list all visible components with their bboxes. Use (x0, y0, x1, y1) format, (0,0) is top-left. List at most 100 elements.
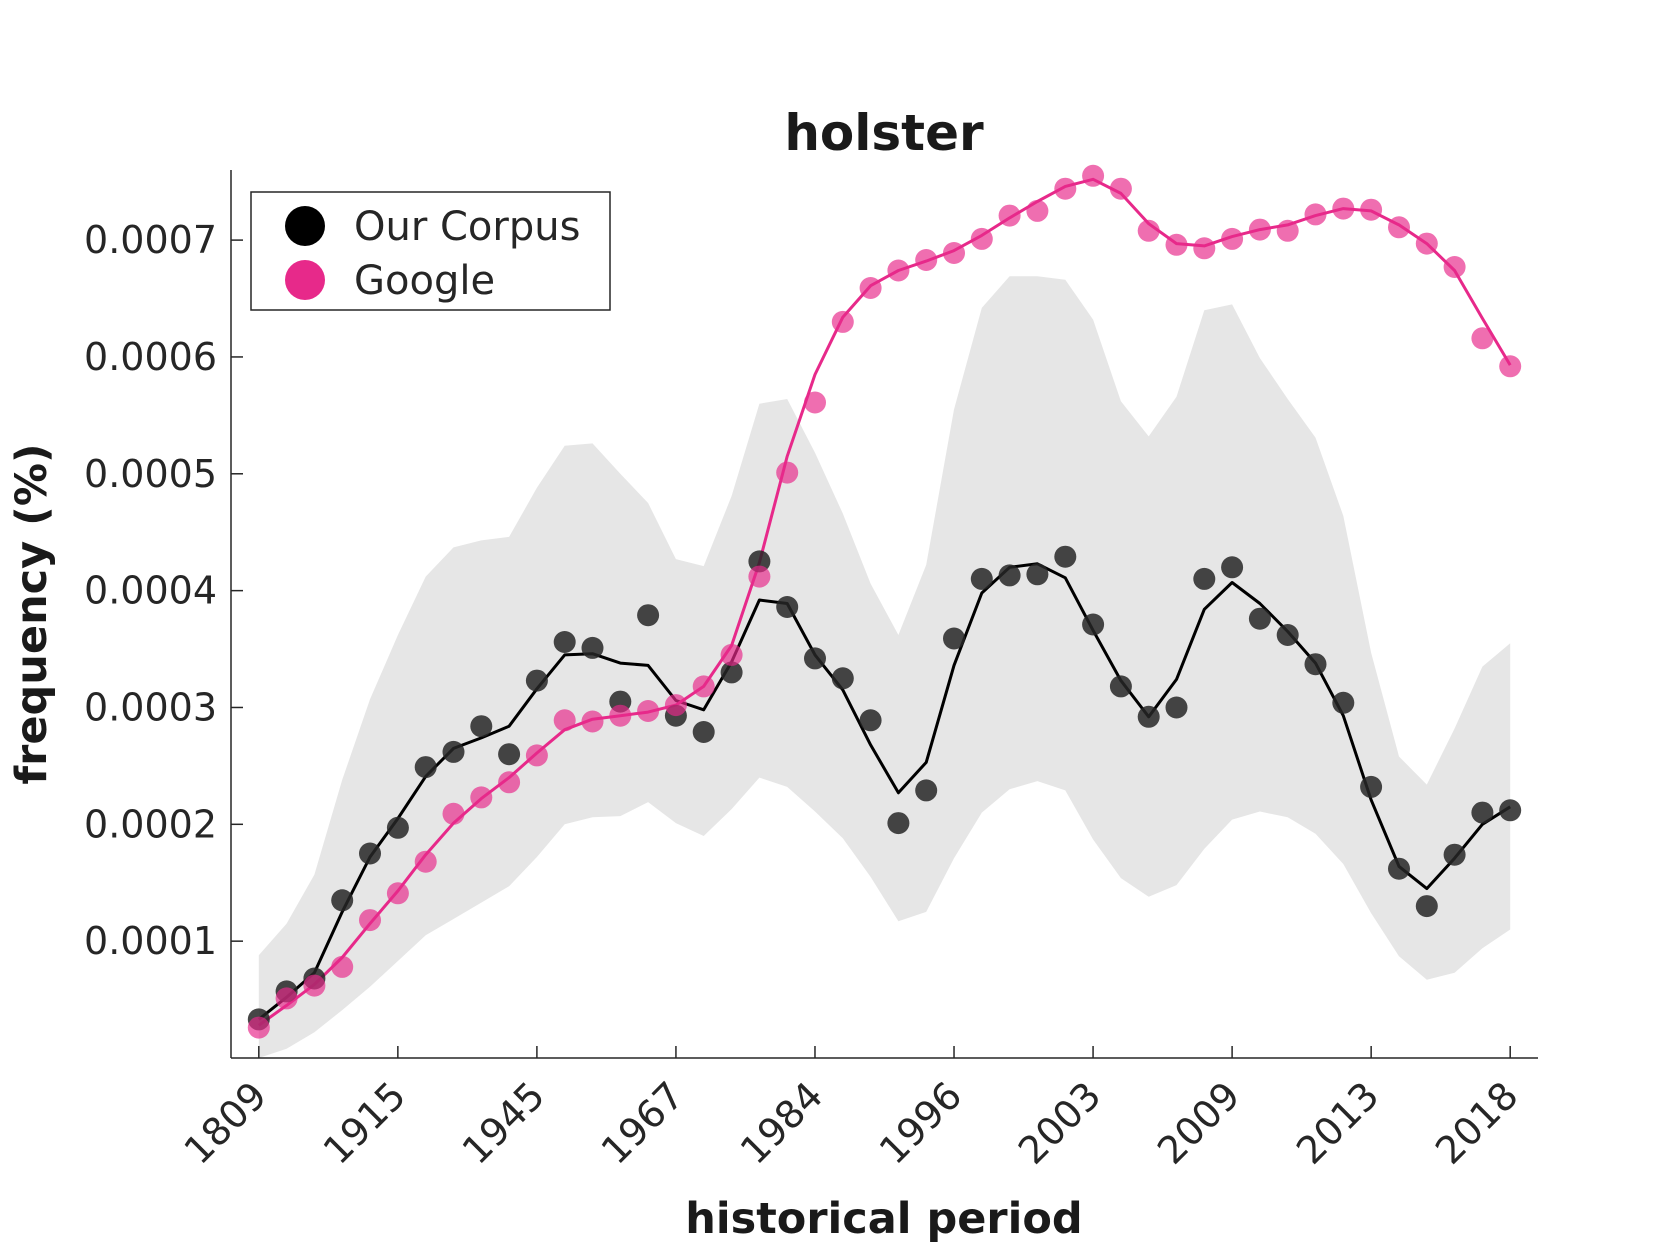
y-axis-title: frequency (%) (7, 443, 57, 784)
legend: Our Corpus Google (250, 191, 611, 311)
google-point (831, 310, 854, 333)
corpus-range-band (258, 276, 1511, 1058)
y-tick-label: 0.0001 (84, 919, 217, 963)
corpus-point (1221, 556, 1244, 579)
google-point (498, 771, 521, 794)
google-point (303, 974, 326, 997)
google-point (1304, 203, 1327, 226)
google-point (581, 710, 604, 733)
google-point (470, 786, 493, 809)
corpus-point (470, 715, 493, 738)
y-tick-label: 0.0002 (84, 802, 217, 846)
legend-label-corpus: Our Corpus (354, 204, 580, 250)
google-point (637, 700, 660, 722)
corpus-trend-line (257, 562, 1511, 1021)
legend-marker-google (285, 260, 325, 300)
google-point (1193, 237, 1216, 260)
google-point (525, 744, 548, 767)
corpus-point (998, 564, 1021, 587)
google-point (776, 461, 799, 484)
y-tick-label: 0.0005 (84, 452, 217, 496)
axes (230, 170, 1538, 1059)
range-band-area (258, 276, 1511, 1058)
y-tick-label: 0.0003 (84, 685, 217, 729)
corpus-point (1471, 801, 1494, 824)
corpus-point (720, 661, 743, 684)
corpus-point (859, 709, 882, 732)
google-point (1360, 198, 1383, 221)
corpus-point (1443, 843, 1466, 866)
google-point (998, 204, 1021, 227)
google-point (748, 565, 771, 588)
corpus-point (776, 596, 799, 618)
corpus-point (1054, 545, 1077, 568)
corpus-point (943, 627, 965, 650)
corpus-point (1360, 775, 1383, 798)
corpus-point (1165, 696, 1188, 719)
google-point (1443, 256, 1466, 278)
google-point (1471, 327, 1494, 350)
google-point (1388, 216, 1410, 239)
x-axis-title: historical period (685, 1194, 1082, 1244)
google-point (275, 987, 298, 1010)
google-point (943, 242, 965, 264)
google-point (247, 1016, 270, 1039)
corpus-point (748, 550, 771, 573)
google-point (1137, 219, 1160, 242)
google-point (1276, 219, 1299, 242)
corpus-point (970, 567, 993, 590)
google-point (1165, 233, 1188, 256)
trend-lines (257, 177, 1512, 1027)
corpus-point (1332, 691, 1355, 714)
corpus-point (887, 812, 910, 835)
corpus-point (1499, 799, 1522, 822)
corpus-point (553, 631, 576, 653)
google-point (1248, 218, 1271, 241)
google-point (609, 704, 632, 727)
google-point (386, 882, 409, 905)
google-point (720, 643, 743, 666)
google-point (331, 955, 354, 978)
chart-title: holster (784, 104, 984, 162)
google-point (442, 802, 465, 825)
corpus-point (831, 667, 854, 690)
google-point (970, 227, 993, 250)
corpus-point (359, 842, 381, 865)
google-trend-line (257, 177, 1512, 1027)
google-point (1054, 177, 1077, 200)
corpus-point (1137, 705, 1160, 728)
corpus-point (1193, 567, 1216, 590)
corpus-point (386, 816, 409, 839)
y-tick-label: 0.0007 (84, 218, 217, 262)
google-point (1026, 199, 1049, 222)
legend-label-google: Google (354, 258, 495, 304)
corpus-point (498, 743, 521, 766)
corpus-point (581, 636, 604, 659)
corpus-point (1248, 607, 1271, 630)
corpus-point (442, 740, 465, 763)
google-point (1109, 177, 1132, 200)
corpus-point (1109, 675, 1132, 698)
corpus-point (692, 721, 715, 743)
google-point (1415, 232, 1438, 255)
corpus-point (637, 604, 660, 627)
data-points (247, 164, 1522, 1039)
legend-marker-corpus (285, 206, 325, 246)
corpus-point (915, 779, 938, 802)
google-point (887, 259, 910, 282)
corpus-point (1388, 857, 1410, 880)
corpus-point (331, 889, 354, 912)
google-point (1332, 197, 1355, 220)
google-point (553, 709, 576, 732)
google-point (359, 909, 381, 932)
y-tick-label: 0.0006 (84, 335, 217, 379)
google-point (1499, 355, 1522, 378)
google-point (1221, 227, 1244, 250)
y-tick-label: 0.0004 (84, 569, 217, 613)
google-point (859, 277, 882, 299)
google-point (915, 249, 938, 271)
google-point (1082, 164, 1105, 187)
corpus-point (1026, 563, 1049, 586)
corpus-point (1082, 613, 1105, 636)
